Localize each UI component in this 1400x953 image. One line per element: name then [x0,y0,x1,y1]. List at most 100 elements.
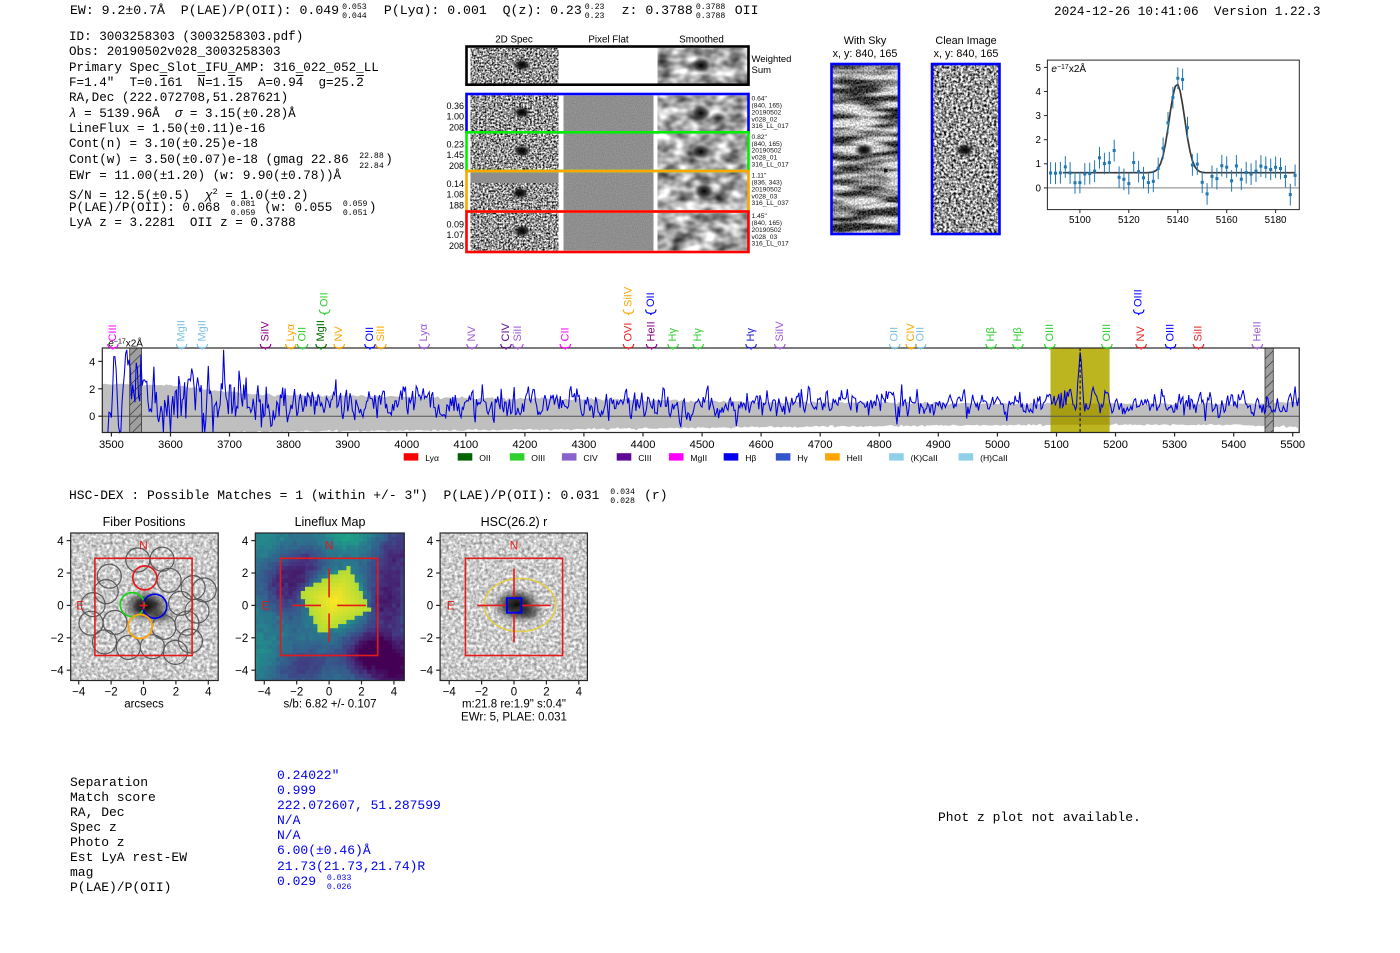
svg-text:2: 2 [358,687,364,699]
svg-text:Hγ: Hγ [745,328,757,342]
svg-text:Lyα: Lyα [425,453,439,463]
svg-text:Fiber Positions: Fiber Positions [103,515,186,529]
svg-text:HeII: HeII [1251,321,1263,341]
svg-text:2D Spec: 2D Spec [495,35,533,46]
svg-text:With Sky: With Sky [844,35,887,47]
svg-text:4500: 4500 [690,439,715,451]
svg-text:−2: −2 [105,687,118,699]
svg-text:MgII: MgII [176,320,188,341]
svg-text:20190502: 20190502 [752,148,782,155]
svg-text:4400: 4400 [631,439,656,451]
svg-text:3800: 3800 [276,439,301,451]
svg-text:3500: 3500 [99,439,124,451]
svg-text:Hγ: Hγ [692,328,704,342]
svg-text:1: 1 [1035,159,1040,170]
svg-text:v028_03: v028_03 [752,193,778,200]
svg-text:Weighted: Weighted [752,54,792,65]
svg-text:OII: OII [645,292,657,307]
svg-text:Pixel Flat: Pixel Flat [588,35,629,46]
svg-text:20190502: 20190502 [752,227,782,234]
svg-text:N: N [325,538,334,552]
svg-text:−4: −4 [72,687,86,699]
svg-text:(H)CaII: (H)CaII [980,453,1008,463]
svg-text:4: 4 [391,687,398,699]
svg-text:OIII: OIII [531,453,545,463]
svg-text:5500: 5500 [1280,439,1305,451]
svg-text:5400: 5400 [1221,439,1246,451]
svg-text:OII: OII [297,327,309,342]
svg-text:Hβ: Hβ [985,327,997,341]
svg-text:(K)CaII: (K)CaII [911,453,938,463]
svg-text:4700: 4700 [808,439,833,451]
svg-text:OII: OII [364,327,376,342]
svg-text:−2: −2 [51,633,64,645]
svg-text:2: 2 [173,687,179,699]
svg-text:0.09: 0.09 [446,219,464,229]
svg-text:Hγ: Hγ [667,328,679,342]
svg-text:−2: −2 [235,633,248,645]
svg-text:MgII: MgII [315,320,327,341]
svg-text:4: 4 [576,687,583,699]
svg-text:OII: OII [889,327,901,342]
svg-text:4: 4 [89,356,95,368]
svg-text:HeII: HeII [847,453,863,463]
svg-text:4: 4 [427,536,434,548]
svg-text:3: 3 [1035,111,1041,122]
svg-text:5120: 5120 [1118,215,1140,226]
svg-text:4600: 4600 [749,439,774,451]
svg-text:2: 2 [242,568,248,580]
svg-text:e−17x2Å: e−17x2Å [108,337,143,350]
svg-text:EWr: 5, PLAE: 0.031: EWr: 5, PLAE: 0.031 [461,712,567,724]
svg-text:MgII: MgII [690,453,707,463]
svg-text:0: 0 [511,687,517,699]
svg-text:v028_01: v028_01 [752,155,778,162]
svg-text:NV: NV [1135,326,1147,342]
svg-text:1.45: 1.45 [446,150,464,160]
svg-text:1.11": 1.11" [752,173,768,180]
svg-text:CIV: CIV [583,453,598,463]
svg-text:CIV: CIV [905,323,917,342]
svg-text:Lyα: Lyα [285,323,297,341]
svg-text:v028_03: v028_03 [752,234,778,241]
svg-text:2: 2 [543,687,549,699]
svg-text:−4: −4 [443,687,457,699]
svg-text:5200: 5200 [1103,439,1128,451]
svg-text:3900: 3900 [335,439,360,451]
svg-text:E: E [447,598,455,612]
svg-text:0.14: 0.14 [446,179,464,189]
svg-text:−2: −2 [290,687,303,699]
svg-text:0.64": 0.64" [752,96,768,103]
svg-text:2: 2 [57,568,63,580]
svg-text:Clean Image: Clean Image [935,35,996,47]
svg-text:NV: NV [333,326,345,342]
svg-text:0: 0 [89,411,95,423]
svg-text:1.08: 1.08 [446,190,464,200]
svg-text:5300: 5300 [1162,439,1187,451]
svg-text:5000: 5000 [985,439,1010,451]
svg-text:0: 0 [57,601,63,613]
svg-text:5100: 5100 [1069,215,1091,226]
svg-text:0.23: 0.23 [446,139,464,149]
svg-text:CII: CII [559,327,571,341]
svg-text:188: 188 [449,200,464,210]
svg-text:(840, 165): (840, 165) [752,220,783,227]
svg-text:20190502: 20190502 [752,109,782,116]
svg-text:2: 2 [427,568,433,580]
svg-text:OIII: OIII [1133,289,1145,307]
svg-text:v028_02: v028_02 [752,116,778,123]
svg-text:s/b: 6.82 +/- 0.107: s/b: 6.82 +/- 0.107 [283,699,376,711]
svg-text:316_LL_017: 316_LL_017 [752,123,789,130]
svg-text:0: 0 [1035,183,1041,194]
svg-text:4: 4 [1035,87,1041,98]
svg-text:CIII: CIII [638,453,651,463]
svg-text:0.36: 0.36 [446,101,464,111]
svg-text:SiII: SiII [1193,326,1205,342]
svg-text:208: 208 [449,161,464,171]
svg-text:arcsecs: arcsecs [124,699,164,711]
svg-text:OIII: OIII [1044,324,1056,342]
svg-text:SiIV: SiIV [260,321,272,342]
svg-text:MgII: MgII [196,320,208,341]
svg-text:4300: 4300 [571,439,596,451]
svg-text:316_LL_037: 316_LL_037 [752,200,789,207]
svg-text:N: N [510,538,519,552]
